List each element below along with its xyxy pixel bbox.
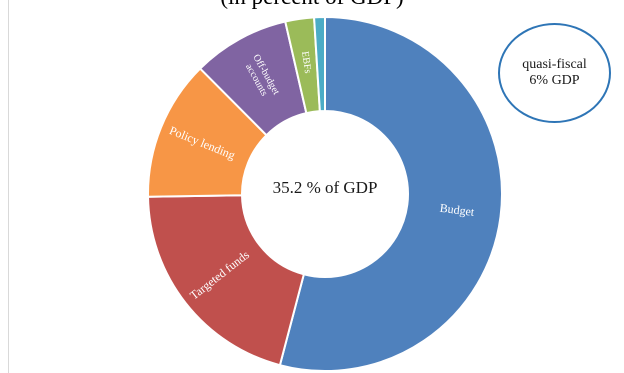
chart-frame-border [8, 0, 9, 373]
donut-slice-label-ebfs: EBFs [299, 51, 313, 75]
donut-slice-targeted-funds [147, 194, 306, 367]
donut-slice-budget [278, 15, 503, 372]
quasi-fiscal-callout-text: quasi-fiscal 6% GDP [522, 57, 587, 88]
slice-group [147, 15, 503, 372]
donut-slice-label-budget: Budget [439, 201, 476, 219]
donut-center-label: 35.2 % of GDP [272, 178, 378, 197]
quasi-fiscal-callout: quasi-fiscal 6% GDP [498, 23, 611, 123]
chart-title: (in percent of GDP) [0, 0, 624, 10]
donut-slice-slice-5 [313, 15, 326, 113]
